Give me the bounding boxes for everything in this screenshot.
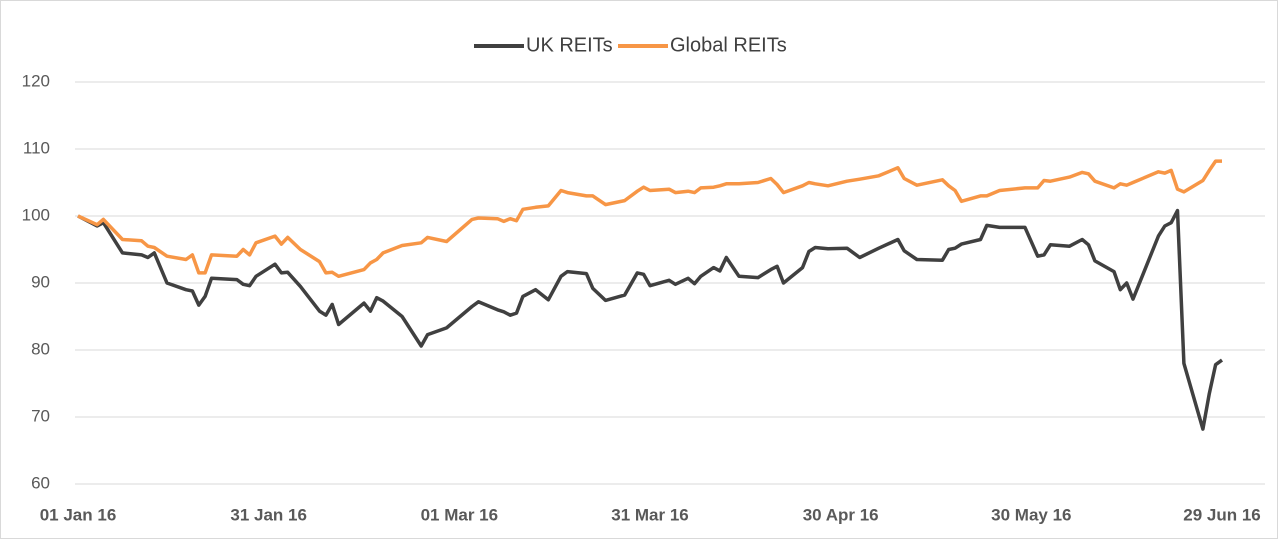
series-line [77,159,1222,279]
legend-label: UK REITs [526,34,613,56]
y-tick-label: 60 [31,473,50,492]
y-tick-label: 110 [23,138,50,157]
y-tick-label: 70 [31,406,50,425]
y-tick-label: 80 [31,339,50,358]
x-tick-label: 30 May 16 [991,505,1071,524]
x-tick-label: 01 Mar 16 [421,505,499,524]
legend-label: Global REITs [670,34,787,56]
x-tick-label: 29 Jun 16 [1183,505,1261,524]
y-tick-label: 100 [22,205,50,224]
y-tick-label: 90 [31,272,50,291]
x-tick-label: 30 Apr 16 [803,505,879,524]
x-tick-label: 31 Mar 16 [611,505,689,524]
series-line [77,208,1224,431]
x-tick-label: 01 Jan 16 [40,505,117,524]
x-tick-label: 31 Jan 16 [230,505,307,524]
y-tick-label: 120 [22,71,50,90]
